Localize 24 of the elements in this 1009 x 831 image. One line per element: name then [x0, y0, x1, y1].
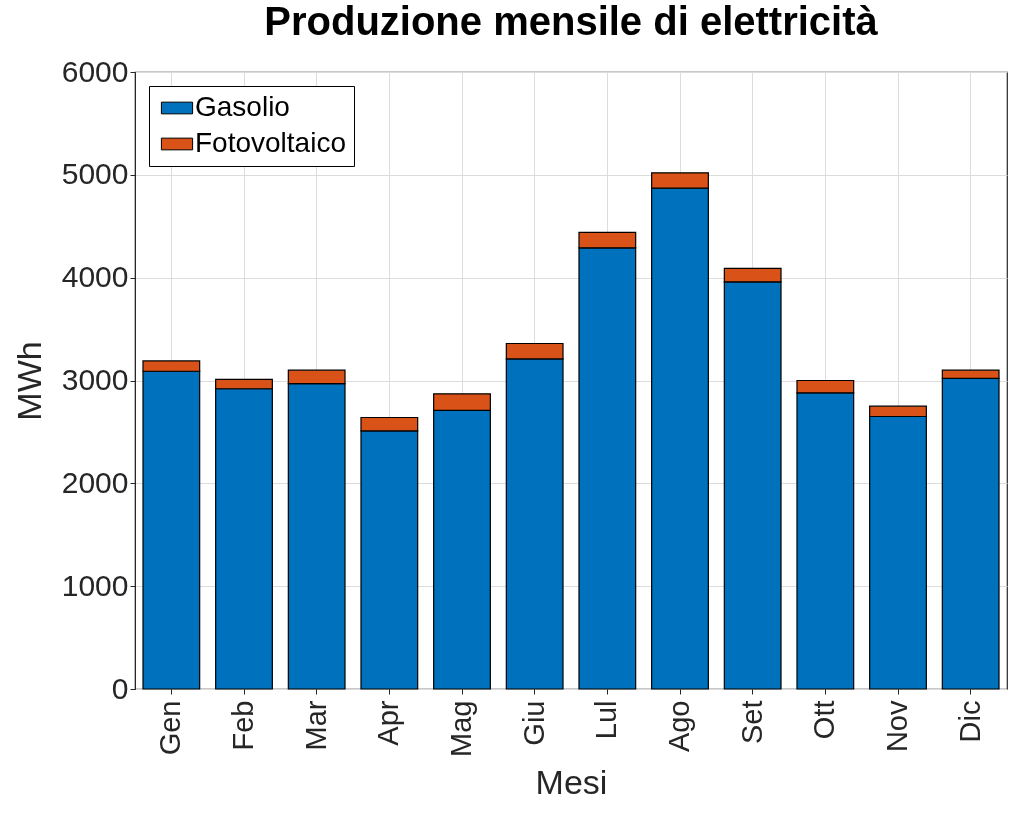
x-tick-label: Apr	[372, 700, 405, 746]
y-tick-label: 2000	[61, 465, 129, 499]
x-axis-title: Mesi	[535, 762, 608, 801]
y-tick-label: 0	[111, 671, 129, 705]
x-tick-label: Nov	[881, 700, 913, 753]
y-axis-title: MWh	[9, 341, 48, 421]
y-tick-label: 6000	[61, 54, 129, 88]
x-tick-label: Ott	[808, 700, 841, 740]
x-tick-label: Dic	[953, 700, 986, 743]
x-tick-label: Gen	[154, 700, 187, 756]
legend-label: Gasolio	[195, 91, 290, 122]
x-tick-label: Lul	[590, 700, 623, 740]
chart-title: Produzione mensile di elettricità	[264, 0, 879, 43]
y-tick-label: 5000	[61, 157, 129, 191]
x-tick-label: Mag	[445, 700, 477, 757]
x-tick-label: Set	[735, 700, 768, 745]
x-tick-label: Mar	[299, 700, 332, 751]
x-tick-label: Giu	[517, 700, 550, 746]
x-tick-label: Feb	[227, 700, 259, 751]
legend-label: Fotovoltaico	[195, 127, 346, 158]
x-tick-label: Ago	[663, 700, 695, 753]
y-tick-label: 3000	[61, 363, 129, 396]
y-tick-label: 1000	[61, 568, 129, 602]
y-tick-label: 4000	[61, 260, 129, 294]
